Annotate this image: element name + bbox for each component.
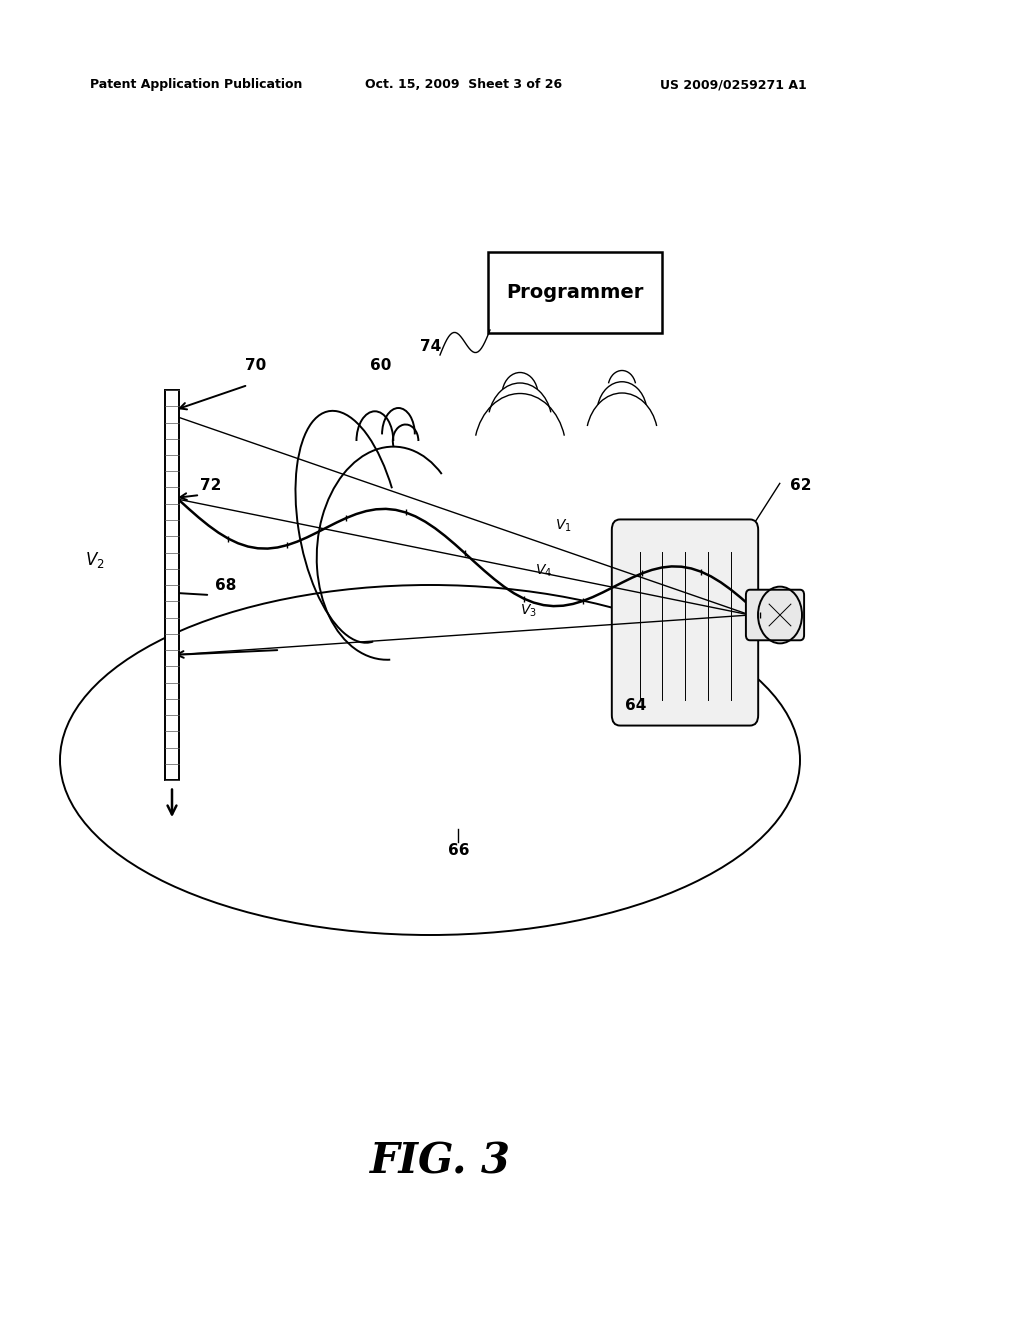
FancyBboxPatch shape bbox=[745, 590, 804, 640]
Text: 62: 62 bbox=[790, 478, 811, 492]
Text: 72: 72 bbox=[200, 478, 221, 492]
Text: $V_4$: $V_4$ bbox=[535, 564, 552, 579]
Text: Oct. 15, 2009  Sheet 3 of 26: Oct. 15, 2009 Sheet 3 of 26 bbox=[365, 78, 562, 91]
Text: 70: 70 bbox=[245, 358, 266, 374]
Text: $V_1$: $V_1$ bbox=[555, 517, 571, 535]
FancyBboxPatch shape bbox=[611, 520, 758, 726]
Text: US 2009/0259271 A1: US 2009/0259271 A1 bbox=[660, 78, 807, 91]
Text: Programmer: Programmer bbox=[506, 282, 644, 302]
Text: Patent Application Publication: Patent Application Publication bbox=[90, 78, 302, 91]
Text: 60: 60 bbox=[370, 358, 391, 374]
Text: $V_2$: $V_2$ bbox=[85, 550, 104, 570]
Text: $V_3$: $V_3$ bbox=[520, 603, 537, 619]
Text: 74: 74 bbox=[420, 339, 440, 354]
Bar bbox=[165, 389, 179, 780]
Text: FIG. 3: FIG. 3 bbox=[370, 1140, 511, 1183]
Text: 66: 66 bbox=[449, 843, 469, 858]
Text: 64: 64 bbox=[625, 698, 646, 713]
FancyBboxPatch shape bbox=[488, 252, 663, 333]
Text: 68: 68 bbox=[215, 578, 237, 593]
